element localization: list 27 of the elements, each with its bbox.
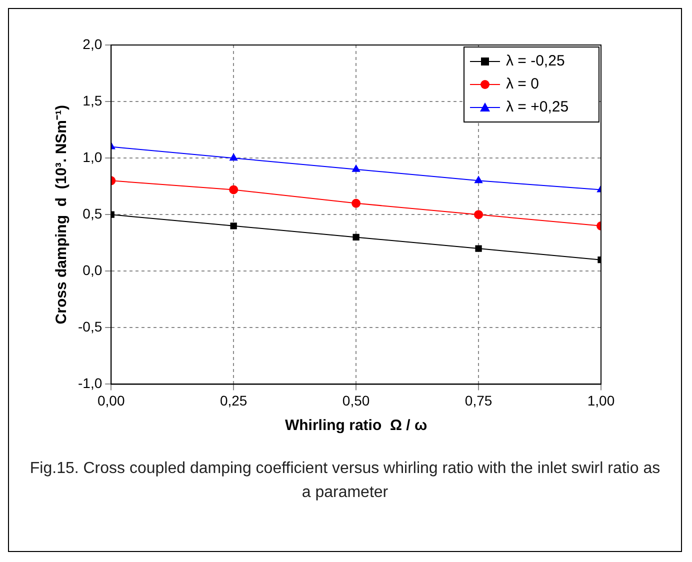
point	[474, 210, 484, 220]
legend-label: λ = -0,25	[506, 52, 565, 70]
x-tick-label: 0,25	[220, 392, 248, 408]
y-tick-label: 0,5	[82, 205, 102, 222]
point	[230, 154, 238, 161]
y-axis-title: Cross damping d (10³. NSm⁻¹)	[53, 105, 70, 324]
y-tick-label: 2,0	[82, 36, 102, 52]
point	[352, 198, 361, 208]
point	[475, 245, 482, 252]
y-tick-label: 1,5	[82, 92, 102, 108]
caption: Fig.15. Cross coupled damping coefficient versus whirling ratio with the inlet swirl ratio as a parameter	[29, 459, 661, 503]
x-axis-title: Whirling ratio Ω / ω	[284, 417, 428, 434]
point	[474, 176, 482, 184]
legend-label: λ = +0,25	[506, 98, 569, 116]
y-tick-label: -0,5	[78, 318, 102, 335]
y-tick-label: 0,0	[82, 262, 102, 278]
legend-label: λ = 0	[506, 76, 539, 93]
y-tick-label: -1,0	[78, 375, 102, 392]
y-tick-label: 1,0	[82, 148, 102, 165]
x-tick-label: 0,00	[98, 392, 125, 408]
point	[352, 164, 360, 172]
point	[352, 234, 360, 241]
x-tick-label: 0,75	[464, 392, 492, 408]
point	[230, 222, 237, 230]
x-tick-label: 0,50	[342, 392, 370, 408]
x-tick-label: 1,00	[587, 392, 615, 408]
point	[229, 185, 238, 194]
